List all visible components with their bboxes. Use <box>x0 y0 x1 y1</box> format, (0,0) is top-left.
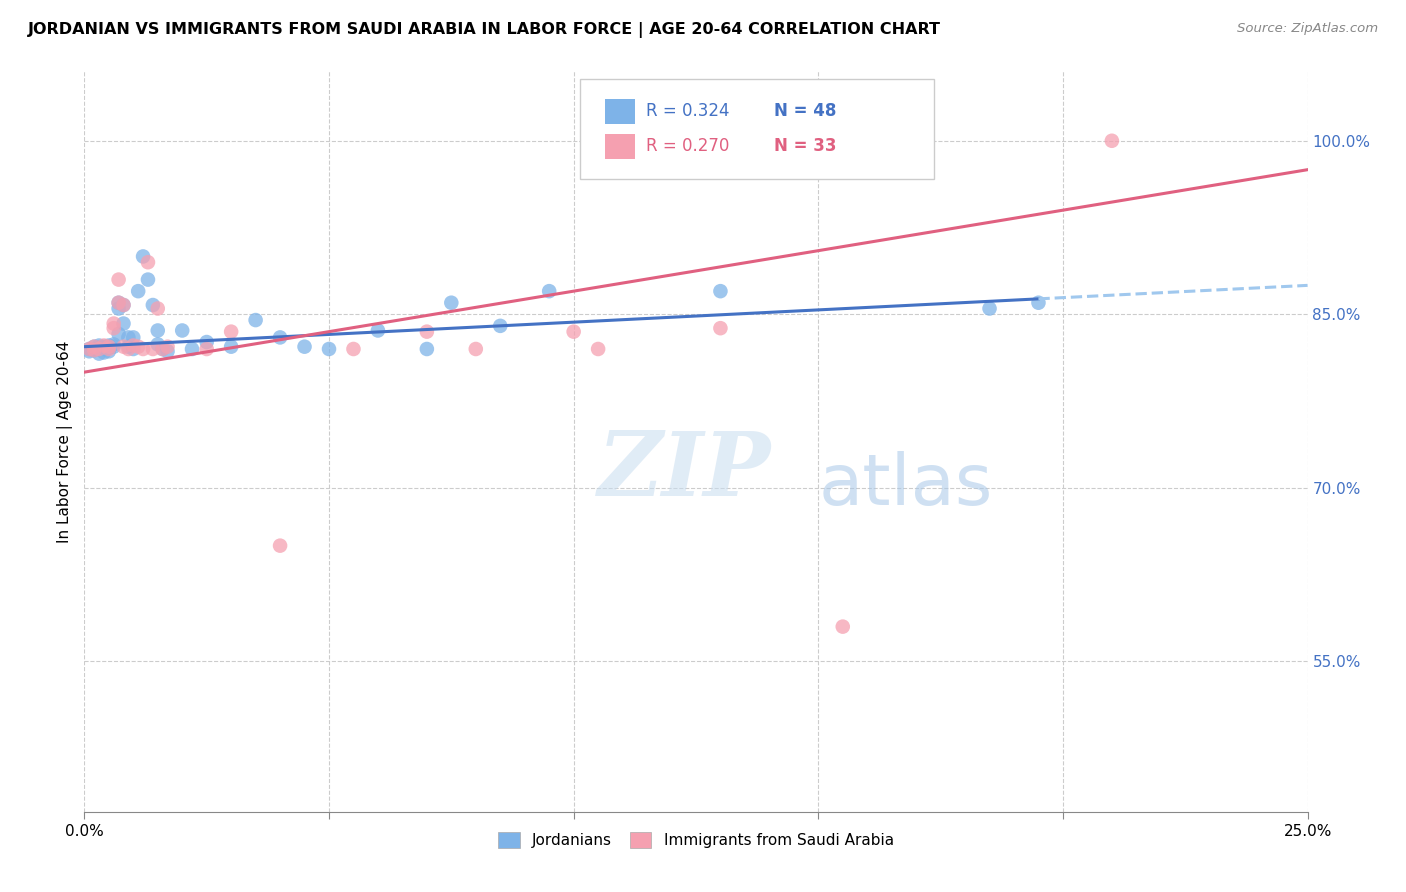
Point <box>117 340 139 354</box>
Point <box>269 330 291 344</box>
Point <box>132 342 155 356</box>
Text: R = 0.270: R = 0.270 <box>645 137 730 155</box>
Point <box>77 342 100 356</box>
Point <box>112 340 135 354</box>
Text: R = 0.324: R = 0.324 <box>645 103 730 120</box>
Text: atlas: atlas <box>818 451 993 520</box>
FancyBboxPatch shape <box>606 99 636 124</box>
Point <box>97 341 120 355</box>
Point <box>318 342 340 356</box>
Point <box>489 318 512 333</box>
Point <box>83 340 105 354</box>
Text: Source: ZipAtlas.com: Source: ZipAtlas.com <box>1237 22 1378 36</box>
Point <box>1028 295 1050 310</box>
Point <box>152 342 174 356</box>
Point <box>195 334 218 349</box>
Y-axis label: In Labor Force | Age 20-64: In Labor Force | Age 20-64 <box>58 341 73 542</box>
Point <box>107 326 129 341</box>
Point <box>156 344 179 359</box>
Point <box>127 284 149 298</box>
Point <box>136 255 159 269</box>
Point <box>77 342 100 356</box>
Point <box>93 342 115 356</box>
Point <box>219 325 242 339</box>
Point <box>83 343 105 358</box>
Point <box>77 344 100 359</box>
Point <box>146 337 169 351</box>
Point <box>538 284 561 298</box>
Point <box>562 325 585 339</box>
Point <box>122 342 145 356</box>
Point <box>342 342 364 356</box>
Point <box>586 342 609 356</box>
FancyBboxPatch shape <box>606 134 636 159</box>
Point <box>367 324 389 338</box>
Point <box>132 250 155 264</box>
Point <box>117 330 139 344</box>
Point <box>146 301 169 316</box>
Text: JORDANIAN VS IMMIGRANTS FROM SAUDI ARABIA IN LABOR FORCE | AGE 20-64 CORRELATION: JORDANIAN VS IMMIGRANTS FROM SAUDI ARABI… <box>28 22 941 38</box>
Point <box>709 284 731 298</box>
Point <box>107 295 129 310</box>
Point <box>112 298 135 312</box>
Point <box>1101 134 1123 148</box>
Point <box>979 301 1001 316</box>
Point <box>93 338 115 352</box>
Point <box>107 301 129 316</box>
Point <box>97 344 120 359</box>
Point <box>195 342 218 356</box>
Point <box>440 295 463 310</box>
Point <box>127 340 149 354</box>
Point <box>112 298 135 312</box>
Point <box>181 342 204 356</box>
Point <box>93 340 115 354</box>
Point <box>103 321 125 335</box>
Point <box>172 324 194 338</box>
Point <box>156 340 179 354</box>
Legend: Jordanians, Immigrants from Saudi Arabia: Jordanians, Immigrants from Saudi Arabia <box>491 824 901 856</box>
Text: N = 33: N = 33 <box>775 137 837 155</box>
Text: N = 48: N = 48 <box>775 103 837 120</box>
Point <box>103 337 125 351</box>
Point <box>709 321 731 335</box>
Point <box>464 342 486 356</box>
FancyBboxPatch shape <box>579 78 935 178</box>
Point <box>416 325 439 339</box>
Point <box>93 345 115 359</box>
Point <box>87 342 110 356</box>
Point <box>294 340 316 354</box>
Point <box>117 342 139 356</box>
Point <box>103 317 125 331</box>
Point <box>103 340 125 354</box>
Point <box>152 342 174 356</box>
Point <box>83 343 105 358</box>
Point <box>97 338 120 352</box>
Point <box>83 340 105 354</box>
Point <box>107 295 129 310</box>
Text: ZIP: ZIP <box>598 428 772 515</box>
Point <box>269 539 291 553</box>
Point <box>142 298 165 312</box>
Point <box>87 341 110 355</box>
Point <box>122 330 145 344</box>
Point <box>97 340 120 354</box>
Point <box>107 272 129 286</box>
Point <box>142 342 165 356</box>
Point <box>831 620 853 634</box>
Point <box>112 317 135 331</box>
Point <box>416 342 439 356</box>
Point <box>122 338 145 352</box>
Point <box>87 346 110 360</box>
Point <box>136 272 159 286</box>
Point <box>245 313 267 327</box>
Point <box>146 324 169 338</box>
Point <box>97 342 120 356</box>
Point <box>219 340 242 354</box>
Point <box>87 338 110 352</box>
